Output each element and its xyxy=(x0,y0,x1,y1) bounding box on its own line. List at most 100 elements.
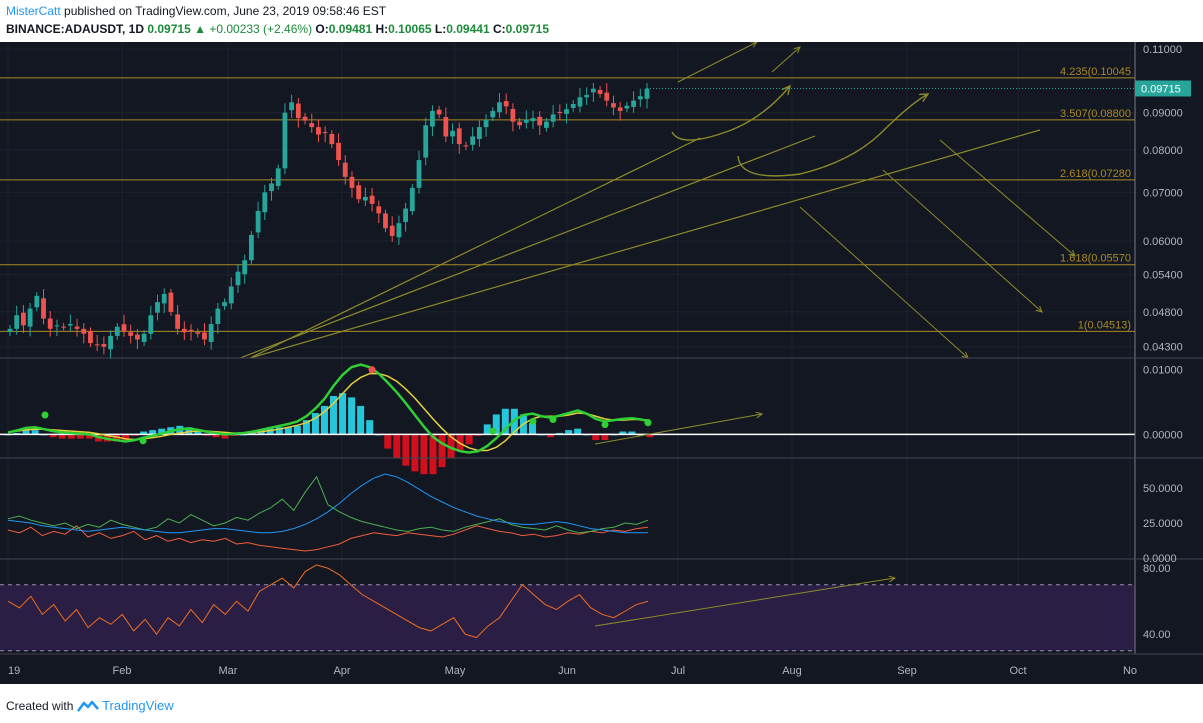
candle-body xyxy=(215,308,221,325)
price-tick-label: 0.07000 xyxy=(1143,187,1183,199)
x-tick-label: Mar xyxy=(219,665,238,677)
macd-cross-dot xyxy=(368,366,376,374)
candle-body xyxy=(356,185,362,200)
candle-body xyxy=(181,328,187,333)
close-label: C: xyxy=(492,22,506,36)
x-tick-label: Jul xyxy=(671,665,685,677)
macd-histogram-bar xyxy=(601,434,609,441)
candle-body xyxy=(383,213,388,229)
macd-histogram-bar xyxy=(547,434,555,438)
candle-body xyxy=(483,119,489,128)
macd-histogram-bar xyxy=(158,428,166,435)
x-tick-label: Aug xyxy=(782,665,802,677)
x-tick-label: May xyxy=(445,665,466,677)
adx-line xyxy=(7,473,648,534)
axes: 19 Feb Mar Apr May Jun Jul Aug Sep Oct No 0.11000 0.… xyxy=(0,42,1203,677)
symbol-label: BINANCE:ADAUSDT, 1D xyxy=(6,22,145,36)
candle-body xyxy=(21,312,26,326)
price-panel: 4.235(0.10045 3.507(0.08800 2.618(0.07280 1… xyxy=(0,42,1191,359)
current-price-label: 0.09715 xyxy=(1141,83,1181,95)
candle-body xyxy=(537,116,543,126)
rsi-panel xyxy=(0,564,1135,652)
candle-body xyxy=(108,335,113,350)
candle-body xyxy=(570,104,576,108)
candle-body xyxy=(41,298,46,319)
macd-histogram-bar xyxy=(58,434,66,439)
chart-area[interactable]: 4.235(0.10045 3.507(0.08800 2.618(0.07280 1… xyxy=(0,42,1203,684)
macd-histogram-bar xyxy=(266,428,274,435)
candle-body xyxy=(322,132,328,134)
macd-histogram-bar xyxy=(85,434,93,439)
candle-body xyxy=(27,308,33,327)
fib-level-label: 3.507(0.08800 xyxy=(1060,108,1131,120)
ohlc-line: BINANCE:ADAUSDT, 1D 0.09715 ▲ +0.00233 (… xyxy=(6,22,549,36)
fib-level-label: 1(0.04513) xyxy=(1078,319,1131,331)
author-link[interactable]: MisterCatt xyxy=(6,4,61,18)
candle-body xyxy=(195,332,201,334)
macd-histogram-bar xyxy=(49,434,57,438)
macd-histogram-bar xyxy=(565,430,573,435)
macd-histogram-bar xyxy=(302,420,310,435)
candle-body xyxy=(503,101,509,107)
candle-body xyxy=(161,293,167,304)
candle-body xyxy=(564,109,569,114)
rsi-band xyxy=(0,584,1135,651)
macd-histogram-bar xyxy=(275,427,283,435)
change-arrow-icon: ▲ xyxy=(194,22,206,36)
dmi-tick-label: 50.0000 xyxy=(1143,483,1183,495)
macd-histogram-bar xyxy=(113,434,121,442)
candle-body xyxy=(114,326,120,336)
fib-level-label: 2.618(0.07280 xyxy=(1060,168,1131,180)
candle-body xyxy=(544,121,549,128)
candle-body xyxy=(396,223,402,238)
macd-histogram-bar xyxy=(619,431,627,435)
macd-histogram-bar xyxy=(221,434,229,439)
macd-histogram-bar xyxy=(447,434,455,459)
candle-body xyxy=(188,329,194,331)
candle-body xyxy=(54,325,60,327)
candle-body xyxy=(403,208,409,222)
macd-histogram-bar xyxy=(528,422,536,435)
candle-body xyxy=(517,121,522,126)
candle-body xyxy=(577,97,583,107)
candle-body xyxy=(61,326,67,328)
tradingview-logo-icon xyxy=(76,699,99,716)
candle-body xyxy=(456,128,462,145)
chart-svg[interactable]: 4.235(0.100453.507(0.088002.618(0.072801… xyxy=(0,42,1203,684)
macd-cross-dot xyxy=(529,417,537,425)
candle-body xyxy=(430,110,435,127)
macd-cross-dot xyxy=(644,419,652,427)
fib-level-label: 1.618(0.05570 xyxy=(1060,253,1131,265)
price-tick-label: 0.09000 xyxy=(1143,108,1183,120)
candle-body xyxy=(436,109,442,115)
candle-body xyxy=(47,318,53,329)
candle-body xyxy=(349,176,355,188)
macd-histogram-bar xyxy=(384,434,392,449)
macd-histogram-bar xyxy=(429,434,437,475)
projection-curve xyxy=(671,86,790,141)
x-tick-label: No xyxy=(1123,665,1137,677)
candle-body xyxy=(7,328,13,333)
candle-body xyxy=(470,136,476,145)
candle-body xyxy=(329,133,335,145)
candle-body xyxy=(81,328,87,334)
macd-histogram-bar xyxy=(311,413,319,435)
chart-footer: Created with TradingView xyxy=(0,684,1203,723)
candle-body xyxy=(490,110,496,118)
x-tick-label: Feb xyxy=(113,665,132,677)
candle-body xyxy=(262,192,268,213)
macd-histogram-bar xyxy=(592,434,600,441)
candle-body xyxy=(309,123,315,128)
candle-body xyxy=(510,108,516,122)
candle-body xyxy=(248,234,254,261)
created-with-label: Created with xyxy=(6,699,74,713)
candle-body xyxy=(336,142,341,161)
projection-arrow xyxy=(677,42,757,83)
candle-body xyxy=(523,119,529,123)
tradingview-brand[interactable]: TradingView xyxy=(102,698,174,713)
candle-body xyxy=(148,315,154,334)
open-value: 0.09481 xyxy=(328,22,373,36)
candle-body xyxy=(94,344,100,346)
candle-body xyxy=(450,130,455,137)
price-tick-label: 0.06000 xyxy=(1143,236,1183,248)
